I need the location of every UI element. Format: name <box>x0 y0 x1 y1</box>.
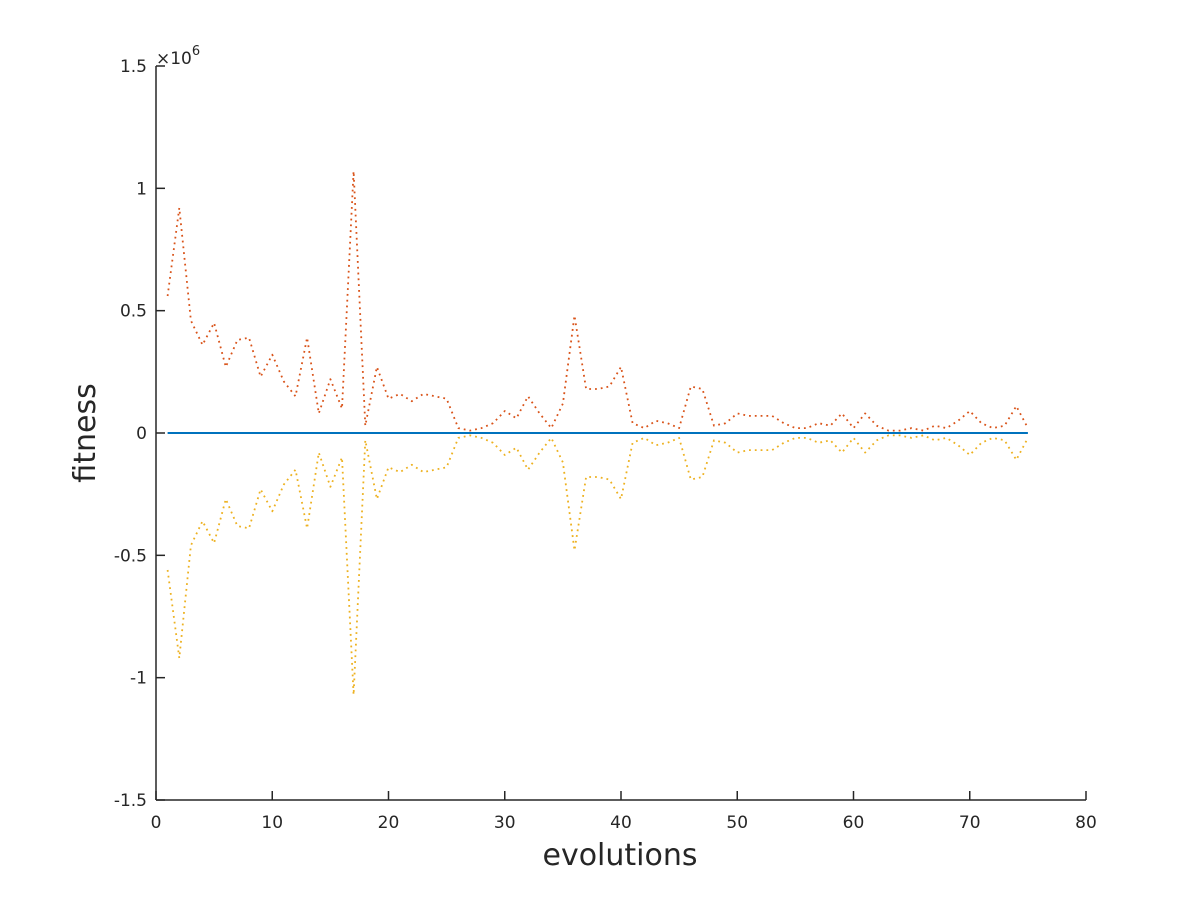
y-tick-label: 1.5 <box>120 57 147 77</box>
x-tick-label: 50 <box>726 813 748 833</box>
y-tick-label: 0.5 <box>120 302 147 322</box>
x-axis-label: evolutions <box>542 838 697 873</box>
x-tick-label: 0 <box>151 813 162 833</box>
y-tick-label: -1 <box>130 669 147 689</box>
y-exponent-power: 6 <box>192 44 200 59</box>
y-ticks: -1.5 -1 -0.5 0 0.5 1 1.5 <box>114 57 165 811</box>
x-tick-label: 70 <box>959 813 981 833</box>
y-axis-exponent: ×106 <box>156 44 200 69</box>
y-axis-label: fitness <box>68 383 103 482</box>
y-tick-label: 0 <box>136 424 147 444</box>
series-layer <box>166 170 1029 696</box>
y-tick-label: -0.5 <box>114 546 147 566</box>
x-tick-label: 60 <box>843 813 865 833</box>
x-tick-label: 10 <box>261 813 283 833</box>
y-tick-label: -1.5 <box>114 791 147 811</box>
y-exponent-base: ×10 <box>156 49 192 69</box>
x-tick-label: 40 <box>610 813 632 833</box>
series-line-2 <box>166 434 1029 696</box>
x-tick-label: 20 <box>378 813 400 833</box>
y-tick-label: 1 <box>136 179 147 199</box>
axes: 0 10 20 30 40 50 60 70 80 -1.5 -1 -0.5 0 0.5 1 1.5 <box>114 57 1097 833</box>
series-line-1 <box>166 170 1029 432</box>
x-ticks: 0 10 20 30 40 50 60 70 80 <box>151 791 1097 833</box>
x-tick-label: 30 <box>494 813 516 833</box>
x-tick-label: 80 <box>1075 813 1097 833</box>
